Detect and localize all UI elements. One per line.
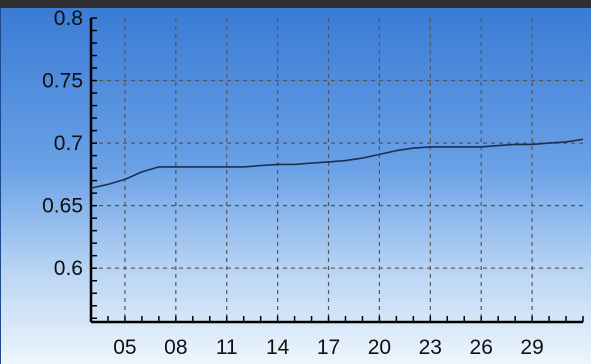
y-tick-label: 0.8: [54, 8, 83, 30]
y-tick-label: 0.75: [42, 70, 83, 93]
x-tick-label: 08: [164, 336, 187, 359]
x-tick-label: 14: [266, 336, 290, 359]
series-layer: [90, 138, 584, 189]
x-tick-label: 26: [470, 336, 493, 359]
x-tick-label: 29: [520, 336, 543, 359]
x-tick-label: 23: [419, 336, 442, 359]
y-tick-label: 0.65: [42, 195, 83, 218]
tick-labels: 0.8 0.75 0.7 0.65 0.6 05 08 11 14 17 20 23 26 29: [42, 8, 544, 359]
x-tick-label: 05: [113, 336, 136, 359]
grid: [91, 18, 583, 322]
x-tick-label: 17: [317, 336, 340, 359]
chart-panel: 0.8 0.75 0.7 0.65 0.6 05 08 11 14 17 20 23 26 29: [0, 8, 591, 364]
x-tick-label: 11: [216, 336, 238, 359]
x-tick-label: 20: [368, 336, 391, 359]
y-tick-label: 0.7: [54, 132, 83, 155]
line-chart: 0.8 0.75 0.7 0.65 0.6 05 08 11 14 17 20 23 26 29: [42, 8, 584, 359]
y-tick-label: 0.6: [54, 257, 83, 280]
axes: [89, 18, 583, 324]
minor-ticks: [90, 17, 584, 322]
series-line: [90, 138, 584, 189]
